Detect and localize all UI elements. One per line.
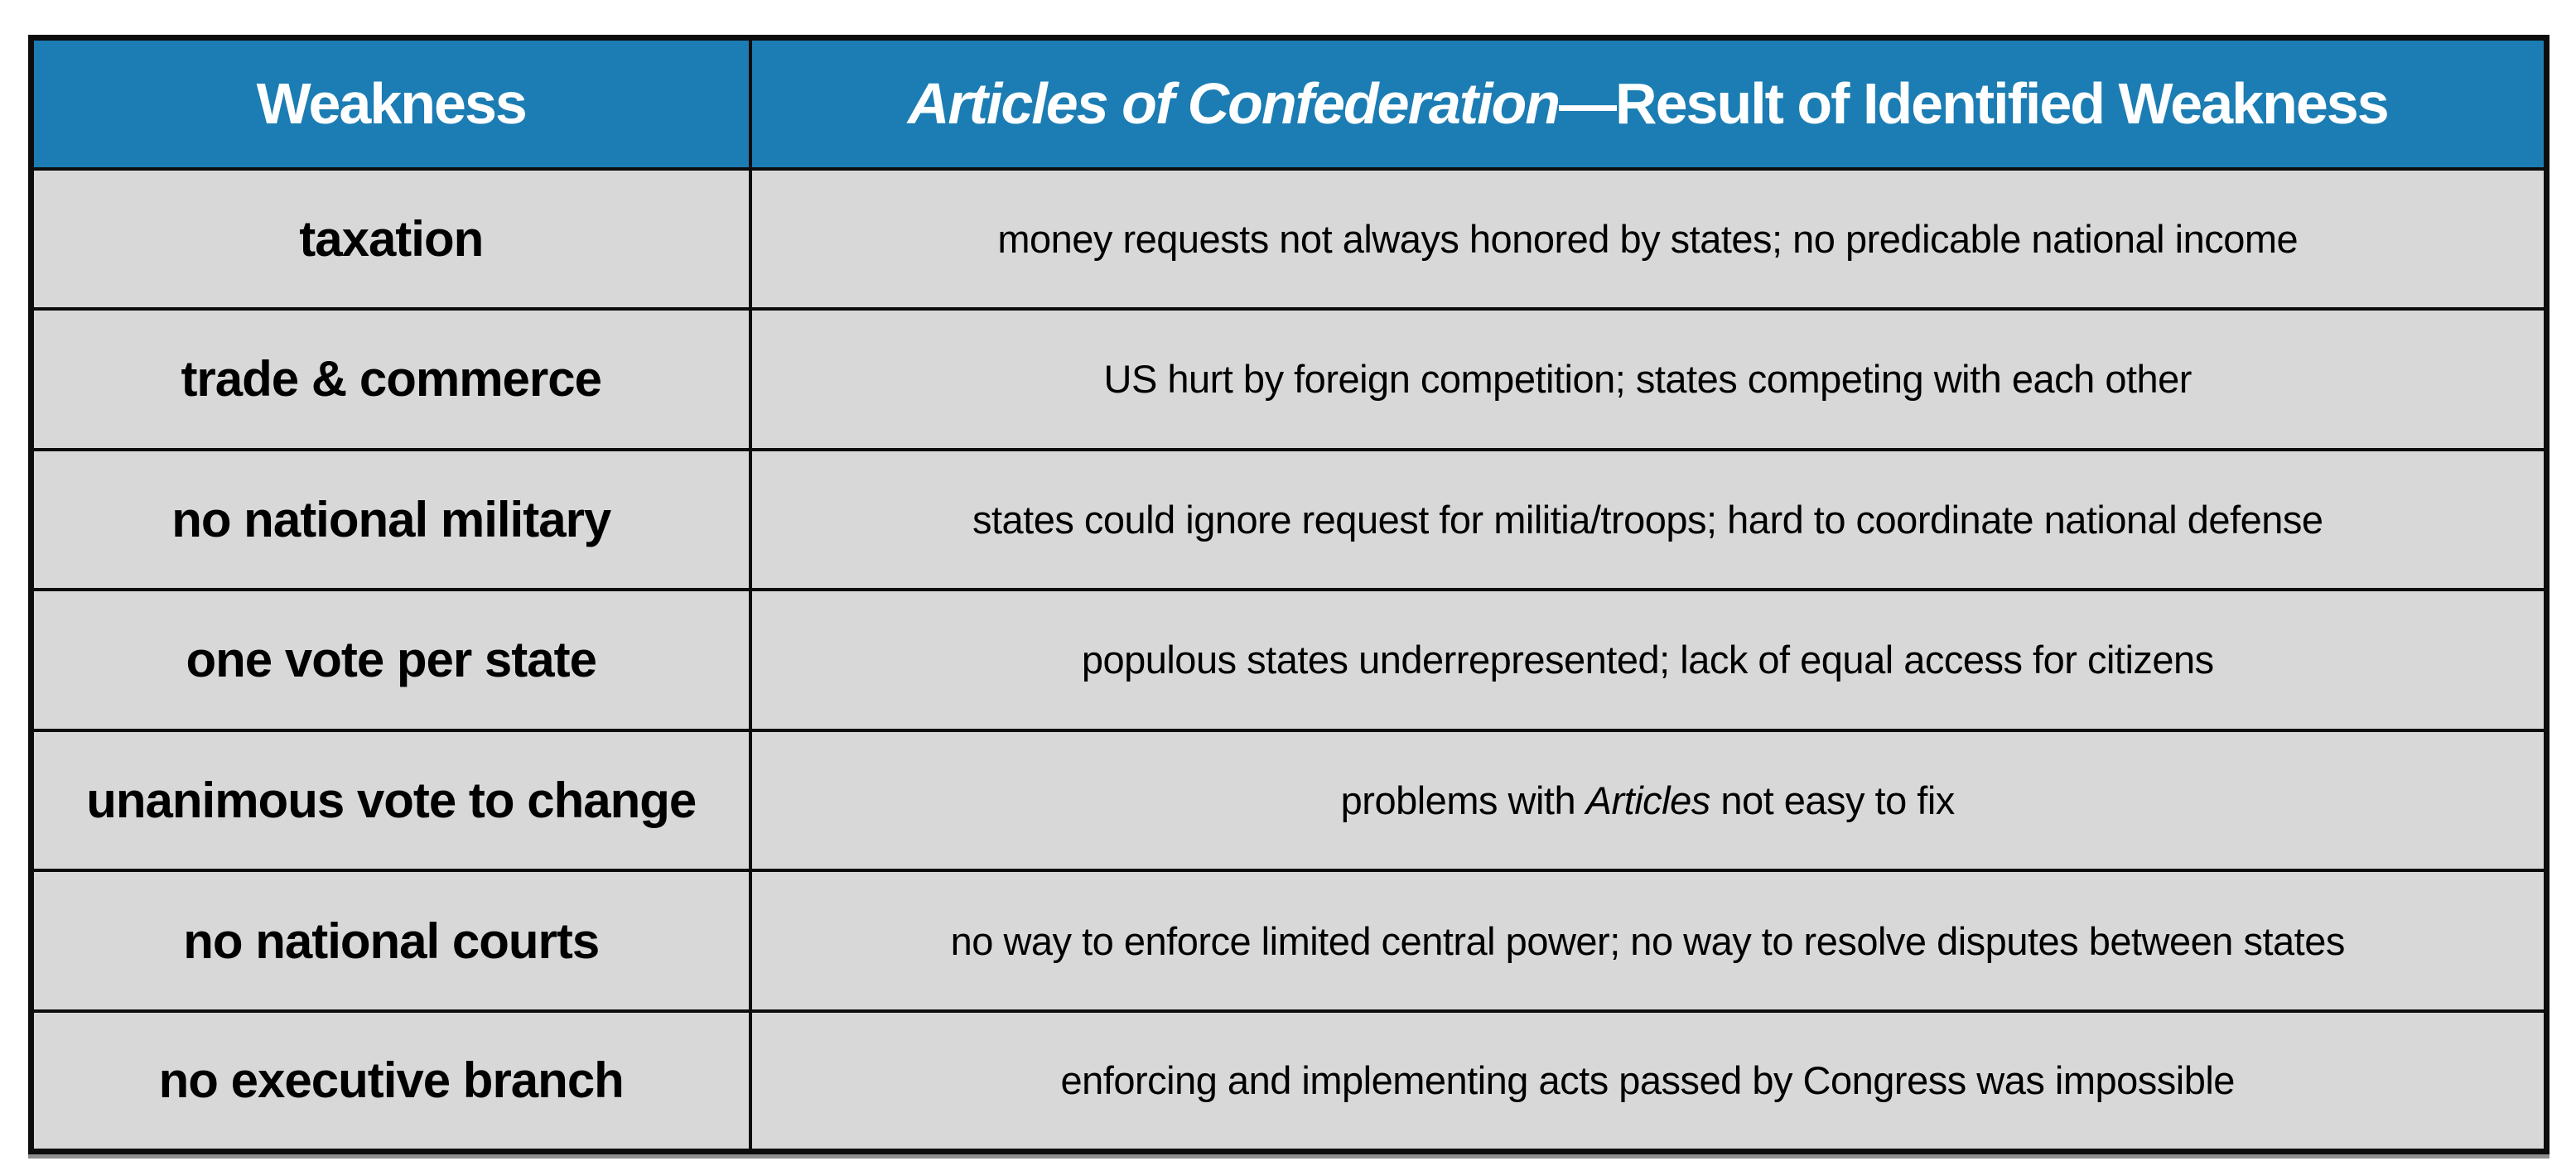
table-body: taxation money requests not always honore… [29,166,2549,1154]
result-cell: no way to enforce limited central power;… [748,869,2549,1013]
table-row: no national military states could ignore … [29,447,2549,592]
table-row: no national courts no way to enforce limi… [29,869,2549,1013]
text-run: problems with [1340,778,1586,823]
result-cell: money requests not always honored by sta… [748,166,2549,311]
italic-text-run: Articles of Confederation [907,71,1561,137]
text-run: US hurt by foreign competition; states c… [1103,357,2192,402]
table-row: no executive branch enforcing and impleme… [29,1009,2549,1154]
result-cell: populous states underrepresented; lack o… [748,588,2549,732]
result-cell: states could ignore request for militia/… [748,447,2549,592]
header-row: Weakness Articles of Confederation—Resul… [29,36,2549,171]
text-run: —Result of Identified Weakness [1559,71,2390,137]
text-run: money requests not always honored by sta… [997,216,2299,261]
text-run: no way to enforce limited central power;… [950,918,2346,963]
result-cell: enforcing and implementing acts passed b… [748,1009,2549,1154]
table-row: trade & commerce US hurt by foreign compe… [29,307,2549,451]
result-cell: US hurt by foreign competition; states c… [748,307,2549,451]
table-row: one vote per state populous states underr… [29,588,2549,732]
weakness-cell: unanimous vote to change [29,728,752,873]
weakness-cell: one vote per state [29,588,752,732]
table-row: taxation money requests not always honore… [29,166,2549,311]
weakness-cell: trade & commerce [29,307,752,451]
text-run: states could ignore request for militia/… [972,497,2323,542]
weakness-cell: taxation [29,166,752,311]
weakness-cell: no national military [29,447,752,592]
text-run: populous states underrepresented; lack o… [1081,638,2214,682]
header-result: Articles of Confederation—Result of Iden… [748,36,2549,171]
weakness-table: Weakness Articles of Confederation—Resul… [28,35,2549,1154]
text-run: enforcing and implementing acts passed b… [1060,1058,2236,1103]
result-cell: problems with Articles not easy to fix [748,728,2549,873]
weakness-cell: no executive branch [29,1009,752,1154]
text-run: not easy to fix [1710,778,1955,823]
table-row: unanimous vote to change problems with Ar… [29,728,2549,873]
header-weakness: Weakness [29,36,752,171]
weakness-cell: no national courts [29,869,752,1013]
italic-text-run: Articles [1585,778,1711,823]
